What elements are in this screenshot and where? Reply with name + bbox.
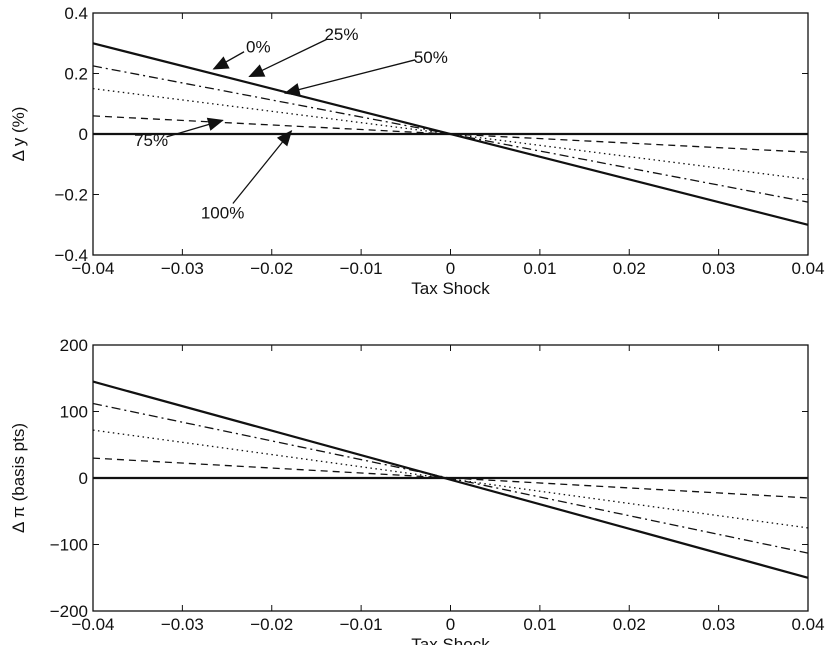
bottom-x-tick-label: −0.01 xyxy=(340,615,383,634)
top-y-axis-label: Δ y (%) xyxy=(9,107,28,162)
top-annotation-label: 25% xyxy=(324,25,358,44)
bottom-x-tick-label: −0.02 xyxy=(250,615,293,634)
bottom-y-tick-label: 100 xyxy=(60,403,88,422)
top-y-tick-label: −0.2 xyxy=(54,186,88,205)
bottom-y-tick-labels: −200 −100 0 100 200 xyxy=(50,336,88,621)
bottom-y-tick-label: 0 xyxy=(79,469,88,488)
bottom-x-axis-label: Tax Shock xyxy=(411,635,490,645)
bottom-x-tick-label: 0.04 xyxy=(791,615,824,634)
top-annotation-arrow-head xyxy=(248,64,266,78)
top-x-tick-label: 0.01 xyxy=(523,259,556,278)
top-annotation-label: 75% xyxy=(134,131,168,150)
top-x-tick-label: −0.04 xyxy=(71,259,114,278)
top-x-tick-labels: −0.04 −0.03 −0.02 −0.01 0 0.01 0.02 0.03 0.04 xyxy=(71,259,824,278)
top-x-tick-label: 0.04 xyxy=(791,259,824,278)
bottom-y-tick-label: −100 xyxy=(50,536,88,555)
top-annotation-label: 50% xyxy=(414,48,448,67)
top-y-tick-label: 0 xyxy=(79,125,88,144)
bottom-x-tick-label: 0.02 xyxy=(613,615,646,634)
top-annotation-arrow-shaft xyxy=(232,130,292,204)
bottom-series-line-0pct xyxy=(92,380,809,579)
top-annotation-arrow-head xyxy=(283,83,301,97)
top-y-tick-labels: −0.4 −0.2 0 0.2 0.4 xyxy=(54,4,88,265)
top-x-tick-label: −0.01 xyxy=(340,259,383,278)
bottom-x-tick-labels: −0.04 −0.03 −0.02 −0.01 0 0.01 0.02 0.03 0.04 xyxy=(71,615,824,634)
top-annotation-arrow-head xyxy=(206,117,224,131)
bottom-x-tick-label: −0.03 xyxy=(161,615,204,634)
top-annotation-arrow-shaft xyxy=(284,59,416,94)
top-chart-panel: −0.04 −0.03 −0.02 −0.01 0 0.01 0.02 0.03 0.04 −0… xyxy=(9,4,825,298)
top-x-tick-label: −0.02 xyxy=(250,259,293,278)
top-annotation-arrow-head xyxy=(212,56,230,70)
top-annotation-arrow-head xyxy=(276,130,293,147)
bottom-x-tick-label: 0.03 xyxy=(702,615,735,634)
bottom-x-tick-label: 0 xyxy=(446,615,455,634)
bottom-x-tick-label: 0.01 xyxy=(523,615,556,634)
top-annotation-label: 0% xyxy=(246,37,271,56)
bottom-y-tick-label: −200 xyxy=(50,602,88,621)
top-x-tick-label: 0.03 xyxy=(702,259,735,278)
bottom-y-axis-label: Δ π (basis pts) xyxy=(9,423,28,533)
top-x-tick-label: 0 xyxy=(446,259,455,278)
top-y-tick-label: 0.2 xyxy=(64,65,88,84)
top-x-axis-label: Tax Shock xyxy=(411,279,490,298)
top-y-tick-label: −0.4 xyxy=(54,246,88,265)
top-x-tick-label: 0.02 xyxy=(613,259,646,278)
bottom-chart-panel: −0.04 −0.03 −0.02 −0.01 0 0.01 0.02 0.03 0.04 −2… xyxy=(9,336,825,645)
bottom-x-tick-label: −0.04 xyxy=(71,615,114,634)
top-x-tick-label: −0.03 xyxy=(161,259,204,278)
top-annotation-label: 100% xyxy=(201,204,244,223)
top-y-tick-label: 0.4 xyxy=(64,4,88,23)
bottom-y-tick-label: 200 xyxy=(60,336,88,355)
